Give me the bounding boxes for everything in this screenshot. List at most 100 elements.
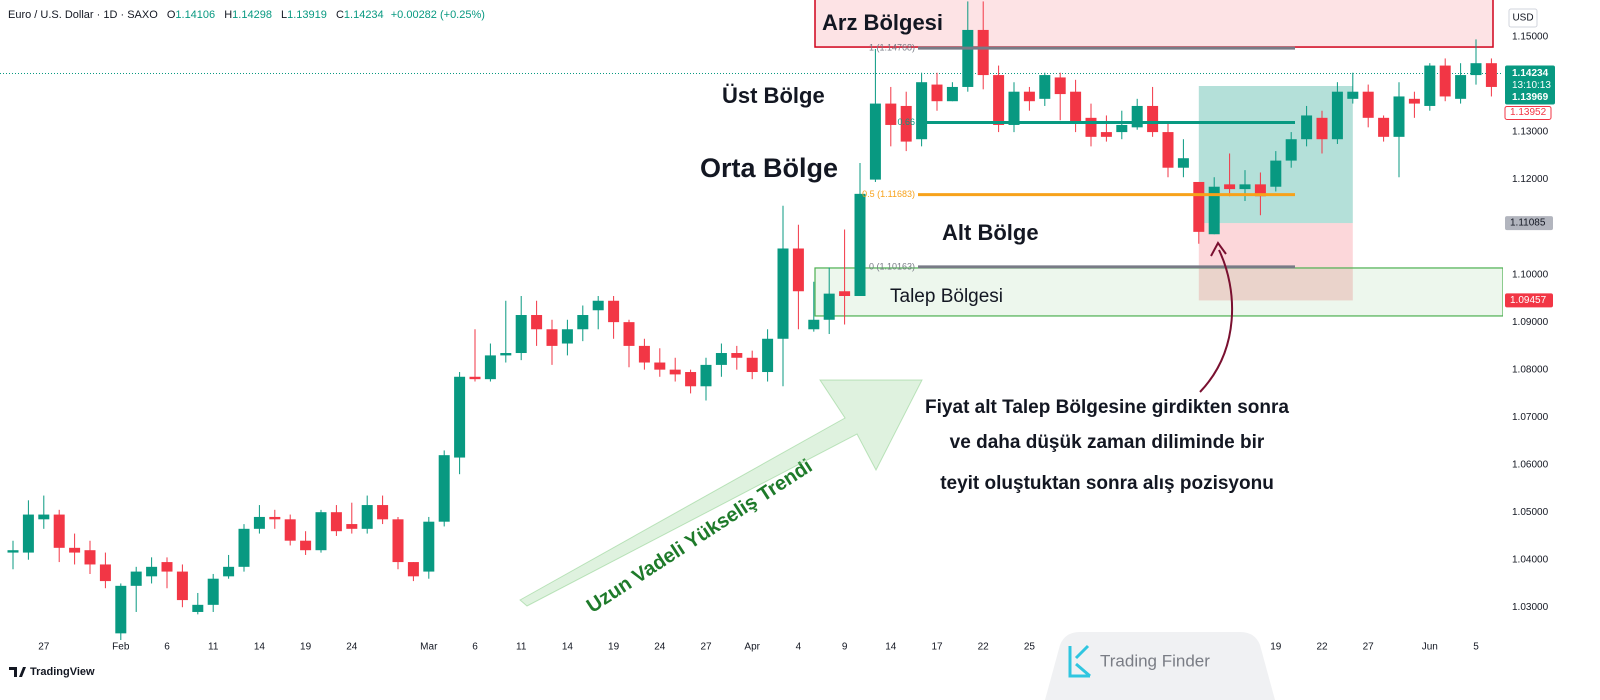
platform-name: TradingView [30, 666, 95, 678]
symbol-header: Euro / U.S. Dollar · 1D · SAXO O1.14106 … [8, 9, 485, 21]
candle-body [1100, 132, 1112, 137]
x-tick-label: 17 [931, 642, 943, 653]
x-tick-label: 27 [38, 642, 50, 653]
candle-body [423, 521, 435, 572]
candle-body [454, 376, 466, 458]
candle-body [284, 519, 296, 541]
ohlc-value: 1.14298 [232, 9, 272, 21]
upper-label: Üst Bölge [722, 83, 825, 108]
watermark-panel [1045, 632, 1275, 700]
candle-body [1224, 184, 1236, 190]
candle-body [839, 291, 851, 297]
candle-body [253, 516, 265, 529]
candle-body [746, 357, 758, 373]
candle-body [700, 364, 712, 387]
ohlc-key: H [224, 9, 233, 21]
candle-body [916, 82, 928, 140]
candle-body [1408, 98, 1420, 104]
ohlc-key: O [166, 9, 176, 21]
candle-body [392, 519, 404, 563]
candle-body [1455, 75, 1467, 99]
ohlc-key: C [335, 9, 344, 21]
candle-body [638, 345, 650, 363]
middle-label: Orta Bölge [700, 153, 838, 183]
candle-body [1208, 186, 1220, 235]
x-tick-label: 19 [1270, 642, 1282, 653]
currency: USD [1512, 13, 1533, 24]
price-tag-box [1504, 105, 1552, 120]
x-tick-label: 27 [1363, 642, 1375, 653]
y-tick-label: 1.08000 [1512, 364, 1549, 375]
candle-body [1131, 105, 1143, 128]
x-tick-label: Jun [1422, 642, 1438, 653]
candle-body [1439, 65, 1451, 97]
candle-body [84, 550, 96, 565]
note-line: teyit oluştuktan sonra alış pozisyonu [940, 473, 1274, 494]
candle-body [377, 505, 389, 520]
x-tick-label: 5 [1473, 642, 1479, 653]
candle-body [1070, 91, 1082, 123]
ohlc-value: 1.14234 [343, 9, 384, 21]
candle-body [592, 300, 604, 311]
stop-tag [1505, 293, 1553, 308]
candle-body [115, 585, 127, 634]
candle-body [1116, 124, 1128, 133]
candle-body [1301, 115, 1313, 140]
ohlc-value: 1.14106 [175, 9, 216, 21]
pointer-arrowhead [1210, 241, 1227, 257]
demand-zone [814, 267, 1503, 317]
entry-label: 1.11085 [1510, 218, 1546, 229]
candle-body [1054, 77, 1066, 95]
candle-body [330, 512, 342, 532]
candle-body [762, 338, 774, 373]
x-tick-label: 24 [346, 642, 358, 653]
candle-body [792, 248, 804, 292]
trend-arrow [519, 379, 923, 607]
candle-body [361, 505, 373, 529]
x-tick-label: 14 [562, 642, 574, 653]
candle-body [669, 369, 681, 375]
candle-body [577, 315, 589, 330]
candle-body [300, 540, 312, 551]
x-tick-label: 14 [254, 642, 266, 653]
candle-body [161, 562, 173, 572]
candle-body [885, 103, 897, 125]
candle-body [469, 376, 481, 380]
last-price-tag [1505, 65, 1555, 105]
symbol: Euro / U.S. Dollar · 1D · SAXO [8, 9, 158, 21]
candle-body [515, 315, 527, 354]
y-tick-label: 1.03000 [1512, 602, 1549, 613]
y-tick-label: 1.13000 [1512, 127, 1549, 138]
candle-body [1470, 63, 1482, 76]
x-tick-label: 14 [885, 642, 897, 653]
candle-body [561, 329, 573, 344]
change: +0.00282 (+0.25%) [390, 9, 485, 21]
x-tick-label: 24 [654, 642, 666, 653]
candle-body [1331, 91, 1343, 140]
fib-label: 1 (1.14768) [869, 42, 915, 52]
candle-body [1254, 184, 1266, 197]
last-price: 1.14234 [1512, 68, 1549, 79]
candle-body [1147, 105, 1159, 133]
note-line: Fiyat alt Talep Bölgesine girdikten sonr… [925, 397, 1289, 418]
candle-body [1393, 96, 1405, 137]
candle-body [1316, 117, 1328, 140]
x-tick-label: Apr [744, 642, 760, 653]
candle-body [977, 29, 989, 76]
candle-body [315, 512, 327, 551]
watermark-logo [1068, 644, 1091, 678]
candle-body [146, 566, 158, 577]
candle-body [993, 75, 1005, 125]
candle-body [176, 571, 188, 601]
x-tick-label: 11 [516, 642, 527, 653]
candle-body [1424, 65, 1436, 106]
trend-label: Uzun Vadeli Yükseliş Trendi [583, 455, 817, 617]
stop-label: 1.09457 [1510, 295, 1547, 306]
candle-body [854, 193, 866, 297]
candle-body [438, 455, 450, 522]
x-tick-label: 22 [978, 642, 990, 653]
x-tick-label: Mar [420, 642, 438, 653]
candle-body [1285, 139, 1297, 161]
